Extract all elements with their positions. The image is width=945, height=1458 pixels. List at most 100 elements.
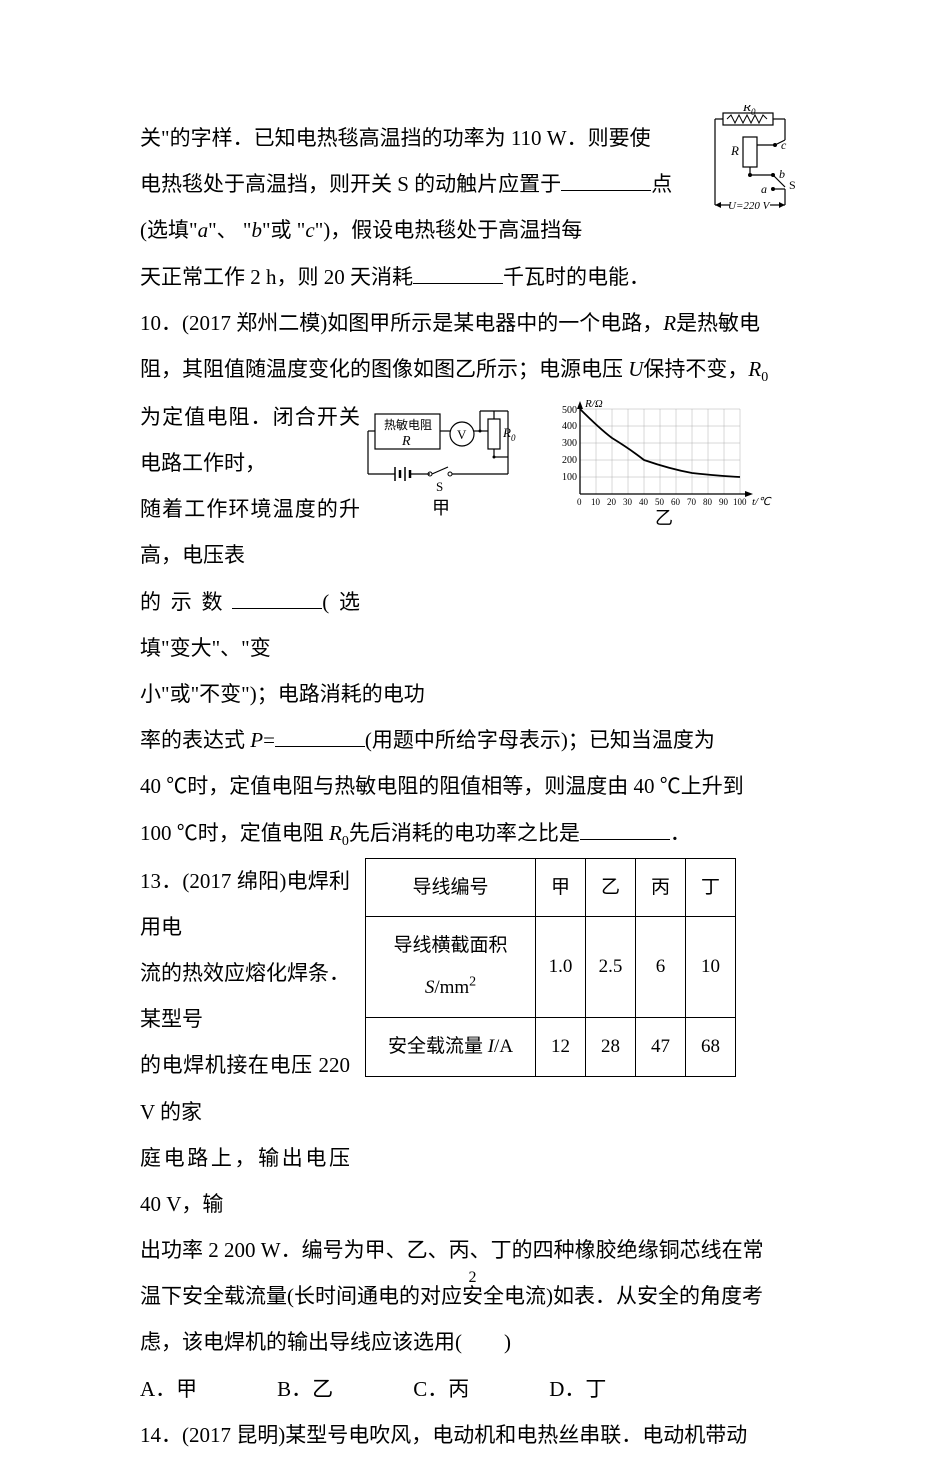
q10-eq: = [263, 728, 275, 752]
jia-r: R [401, 434, 411, 449]
blank-5 [580, 817, 670, 840]
document-content: R0 R c b [140, 115, 805, 1458]
xt3: 30 [623, 497, 633, 507]
q10-p: P [250, 728, 263, 752]
q10-r0: R [748, 357, 761, 381]
q13-l4: 庭电路上，输出电压 40 V，输 [140, 1146, 350, 1216]
q10-l3: 为定值电阻．闭合开关电路工作时， [140, 405, 360, 475]
col-yi: 乙 [586, 858, 636, 917]
col-bing: 丙 [636, 858, 686, 917]
svg-text:R0: R0 [502, 425, 516, 443]
cur-3: 47 [636, 1017, 686, 1076]
q10-l1b: 是热敏电 [676, 311, 760, 335]
jia-r0sub: 0 [511, 433, 516, 443]
q13-options: A．甲 B．乙 C．丙 D．丁 [140, 1366, 805, 1412]
jia-box-label: 热敏电阻 [384, 417, 432, 432]
th-1: 导线编号 [366, 858, 536, 917]
r0-label: R0 [742, 105, 756, 117]
xt2: 20 [607, 497, 617, 507]
xt0: 0 [577, 497, 582, 507]
blank-3 [232, 586, 322, 609]
q10-r: R [663, 311, 676, 335]
col-ding: 丁 [686, 858, 736, 917]
area-4: 10 [686, 917, 736, 1018]
area-2: 2.5 [586, 917, 636, 1018]
yt1: 100 [562, 472, 577, 483]
th-3: 安全载流量 I/A [366, 1017, 536, 1076]
diagram-jia: 热敏电阻 R V R0 [360, 399, 520, 529]
q13-row: 13．(2017 绵阳)电焊利用电 流的热效应熔化焊条．某型号 的电焊机接在电压… [140, 858, 805, 1228]
blank-1 [561, 168, 651, 191]
xt1: 10 [591, 497, 601, 507]
q13-l5: 出功率 2 200 W．编号为甲、乙、丙、丁的四种橡胶绝缘铜芯线在常 [140, 1238, 764, 1262]
q9-paragraph: R0 R c b [140, 115, 805, 300]
opt-d-text: D．丁 [549, 1366, 606, 1412]
q10-diagrams: 热敏电阻 R V R0 [360, 394, 805, 529]
circuit-diagram-r0: R0 R c b [695, 105, 805, 225]
q9-text-3d: ")，假设电热毯处于高温挡每 [315, 218, 583, 242]
q9-text-2: 电热毯处于高温挡，则开关 S 的动触片应置于 [140, 172, 561, 196]
jia-r0: R [502, 425, 511, 440]
blank-4 [275, 724, 365, 747]
area-1: 1.0 [536, 917, 586, 1018]
cur-4: 68 [686, 1017, 736, 1076]
q9-text-2b: 点 [651, 172, 672, 196]
xt7: 70 [687, 497, 697, 507]
q10-u: U [628, 357, 643, 381]
q10-l7b: (用题中所给字母表示)；已知当温度为 [365, 728, 715, 752]
q9-text-1: 关"的字样．已知电热毯高温挡的功率为 110 W．则要使 [140, 126, 651, 150]
col-jia: 甲 [536, 858, 586, 917]
q10-l8: 40 ℃时，定值电阻与热敏电阻的阻值相等，则温度由 40 ℃上升到 [140, 774, 744, 798]
s-label: S [789, 178, 796, 192]
q9-text-3a: (选填" [140, 218, 198, 242]
q10-diagram-row: 为定值电阻．闭合开关电路工作时， 随着工作环境温度的升高，电压表 的示数(选填"… [140, 394, 805, 671]
area-3: 6 [636, 917, 686, 1018]
opt-c-text: C．丙 [413, 1366, 469, 1412]
xt8: 80 [703, 497, 713, 507]
blank-2 [413, 260, 503, 283]
xt9: 90 [719, 497, 729, 507]
q10-l2a: 阻，其阻值随温度变化的图像如图乙所示；电源电压 [140, 357, 628, 381]
xt10: 100 [733, 497, 747, 507]
q10-l9a: 100 ℃时，定值电阻 [140, 821, 329, 845]
q10-l2b: 保持不变， [643, 357, 748, 381]
th-2: 导线横截面积 S/mm2 [366, 917, 536, 1018]
q9-text-4b: 千瓦时的电能． [503, 265, 650, 289]
opt-b: b [251, 218, 262, 242]
q10-left-text: 为定值电阻．闭合开关电路工作时， 随着工作环境温度的升高，电压表 的示数(选填"… [140, 394, 360, 671]
xt6: 60 [671, 497, 681, 507]
q9-text-3b: "、 " [208, 218, 251, 242]
wire-table: 导线编号 甲 乙 丙 丁 导线横截面积 S/mm2 1.0 2.5 6 10 安… [365, 858, 736, 1077]
page-number: 2 [469, 1269, 477, 1287]
q10-l4: 随着工作环境温度的升高，电压表 [140, 497, 360, 567]
u-label: U=220 V [728, 200, 771, 212]
a-label: a [761, 182, 767, 196]
q10-l5a: 的示数 [140, 590, 232, 614]
yt5: 500 [562, 405, 577, 416]
cur-2: 28 [586, 1017, 636, 1076]
q14-paragraph: 14．(2017 昆明)某型号电吹风，电动机和电热丝串联．电动机带动 [140, 1412, 805, 1458]
yt4: 400 [562, 421, 577, 432]
jia-caption: 甲 [432, 498, 450, 518]
q13-l3: 的电焊机接在电压 220 V 的家 [140, 1053, 350, 1123]
q10-l9c: ． [670, 821, 691, 845]
q13-l1: 13．(2017 绵阳)电焊利用电 [140, 869, 350, 939]
q13-l6: 温下安全载流量(长时间通电的对应安全电流)如表．从安全的角度考 [140, 1284, 763, 1308]
yi-ylabel: R/Ω [584, 399, 603, 410]
xt5: 50 [655, 497, 665, 507]
r-label: R [730, 143, 739, 158]
jia-v: V [457, 427, 467, 442]
yt2: 200 [562, 455, 577, 466]
opt-a: a [198, 218, 209, 242]
q10-l9b: 先后消耗的电功率之比是 [349, 821, 580, 845]
xt4: 40 [639, 497, 649, 507]
q10-r0sub: 0 [761, 370, 768, 385]
opt-c: c [305, 218, 314, 242]
q10-l6: 小"或"不变")；电路消耗的电功 [140, 682, 425, 706]
q10-l9-r0sub: 0 [342, 834, 349, 849]
q13-continued: 出功率 2 200 W．编号为甲、乙、丙、丁的四种橡胶绝缘铜芯线在常 温下安全载… [140, 1227, 805, 1366]
q10-l7a: 率的表达式 [140, 728, 250, 752]
q9-text-4a: 天正常工作 2 h，则 20 天消耗 [140, 265, 413, 289]
yi-caption: 乙 [655, 508, 673, 528]
q10-l1: 10．(2017 郑州二模)如图甲所示是某电器中的一个电路， [140, 311, 663, 335]
